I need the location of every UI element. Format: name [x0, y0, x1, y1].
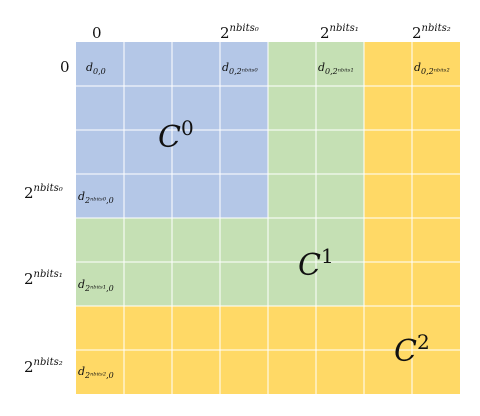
row-header-3: 2nbits₂: [24, 357, 63, 376]
cell-label-left-2: d2ⁿᵇⁱᵗˢ²,0: [78, 365, 114, 380]
column-header-2: 2nbits₁: [320, 23, 359, 42]
block-label-c1: C1: [298, 244, 334, 283]
cell-label-top-2: d0,2ⁿᵇⁱᵗˢ¹: [318, 61, 354, 76]
cell-label-top-0: d0,0: [86, 61, 106, 76]
row-header-0: 0: [60, 58, 70, 76]
cell-label-left-0: d2ⁿᵇⁱᵗˢ⁰,0: [78, 190, 114, 205]
cell-label-left-1: d2ⁿᵇⁱᵗˢ¹,0: [78, 278, 114, 293]
cell-label-top-3: d0,2ⁿᵇⁱᵗˢ²: [414, 61, 450, 76]
cell-label-top-1: d0,2ⁿᵇⁱᵗˢ⁰: [222, 61, 258, 76]
row-header-2: 2nbits₁: [24, 269, 63, 288]
block-label-c2: C2: [394, 330, 430, 369]
column-header-0: 0: [92, 24, 102, 42]
column-header-3: 2nbits₂: [412, 23, 451, 42]
column-header-1: 2nbits₀: [220, 23, 259, 42]
block-label-c0: C0: [158, 116, 194, 155]
row-header-1: 2nbits₀: [24, 183, 63, 202]
